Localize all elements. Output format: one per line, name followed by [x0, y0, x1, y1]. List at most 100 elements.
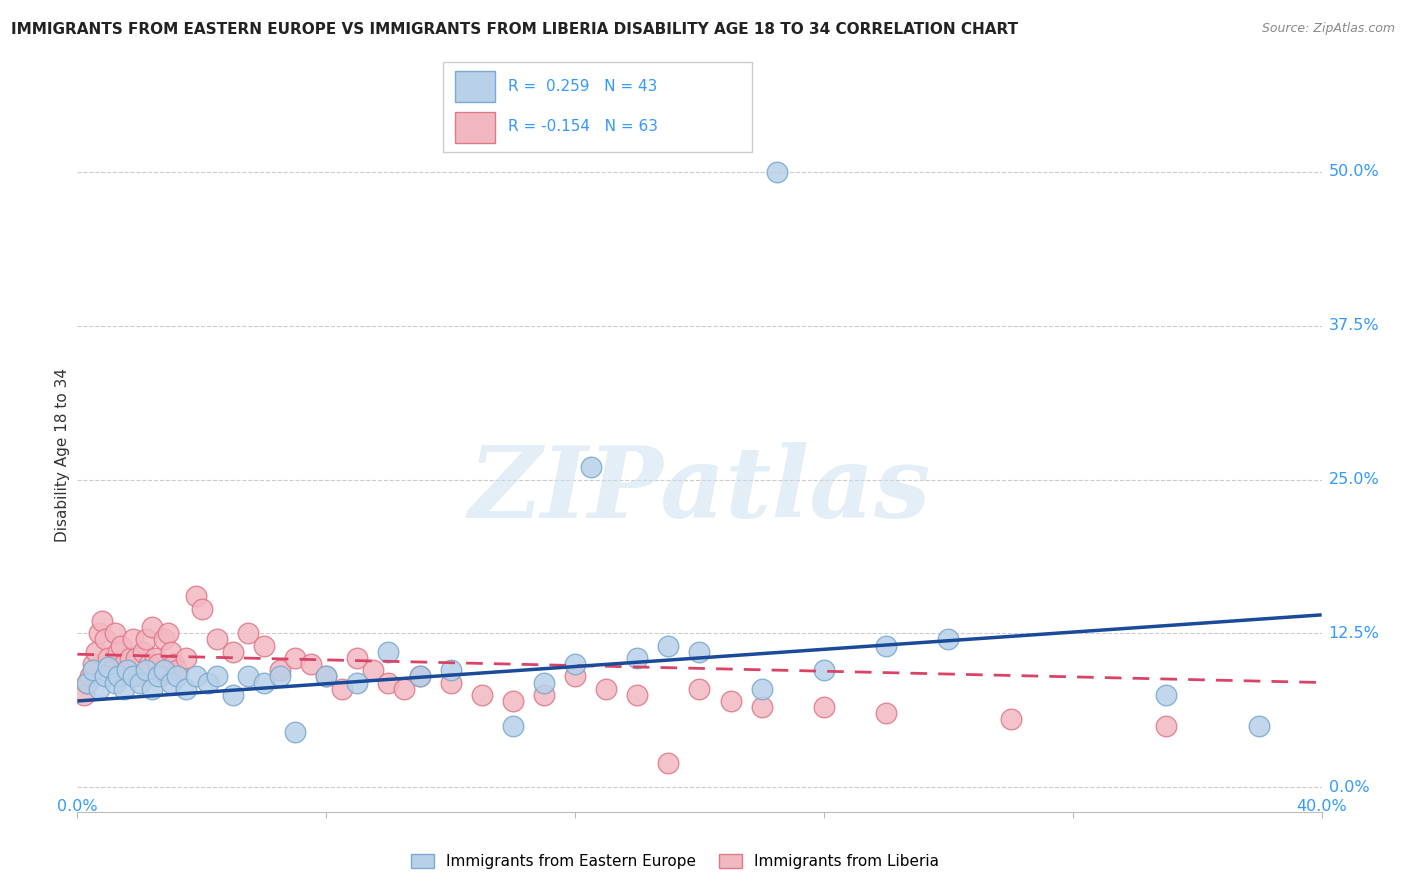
- Point: [91, 614, 114, 628]
- Point: [159, 645, 181, 659]
- FancyBboxPatch shape: [456, 112, 495, 143]
- Point: [299, 657, 322, 671]
- Point: [813, 700, 835, 714]
- Text: Source: ZipAtlas.com: Source: ZipAtlas.com: [1261, 22, 1395, 36]
- Point: [720, 694, 742, 708]
- Point: [361, 663, 384, 677]
- Point: [408, 669, 430, 683]
- Point: [564, 669, 586, 683]
- Point: [440, 663, 463, 677]
- Point: [184, 669, 207, 683]
- Point: [595, 681, 617, 696]
- Point: [626, 651, 648, 665]
- Point: [115, 663, 138, 677]
- Point: [120, 651, 142, 665]
- Point: [207, 669, 229, 683]
- Point: [156, 626, 179, 640]
- Point: [107, 669, 129, 683]
- Point: [150, 669, 173, 683]
- Point: [1154, 688, 1177, 702]
- Point: [87, 626, 110, 640]
- Point: [112, 681, 135, 696]
- Point: [197, 675, 219, 690]
- Text: 40.0%: 40.0%: [1296, 799, 1347, 814]
- Point: [330, 681, 353, 696]
- Point: [471, 688, 494, 702]
- Point: [159, 675, 181, 690]
- Point: [1000, 713, 1022, 727]
- Point: [875, 639, 897, 653]
- Point: [153, 632, 176, 647]
- Point: [315, 669, 337, 683]
- Point: [104, 626, 127, 640]
- Point: [222, 645, 245, 659]
- Point: [87, 681, 110, 696]
- Text: R =  0.259   N = 43: R = 0.259 N = 43: [508, 79, 657, 94]
- Text: ZIPatlas: ZIPatlas: [468, 442, 931, 539]
- Point: [253, 639, 276, 653]
- Point: [174, 651, 197, 665]
- Point: [110, 639, 132, 653]
- Point: [128, 669, 150, 683]
- Point: [125, 651, 148, 665]
- Point: [751, 700, 773, 714]
- Point: [128, 675, 150, 690]
- Point: [875, 706, 897, 721]
- Point: [143, 651, 166, 665]
- Point: [131, 645, 153, 659]
- Point: [284, 651, 307, 665]
- Point: [97, 651, 120, 665]
- Point: [166, 663, 188, 677]
- Point: [122, 632, 145, 647]
- Legend: Immigrants from Eastern Europe, Immigrants from Liberia: Immigrants from Eastern Europe, Immigran…: [405, 848, 945, 875]
- Point: [377, 675, 399, 690]
- Point: [148, 657, 170, 671]
- Point: [82, 663, 104, 677]
- Point: [1249, 718, 1271, 732]
- Point: [657, 639, 679, 653]
- Point: [122, 669, 145, 683]
- Y-axis label: Disability Age 18 to 34: Disability Age 18 to 34: [55, 368, 70, 542]
- Point: [813, 663, 835, 677]
- Point: [377, 645, 399, 659]
- Point: [76, 675, 98, 690]
- FancyBboxPatch shape: [443, 62, 752, 152]
- Text: 0.0%: 0.0%: [58, 799, 97, 814]
- Text: 50.0%: 50.0%: [1329, 164, 1379, 179]
- Point: [76, 675, 98, 690]
- Point: [502, 694, 524, 708]
- Text: R = -0.154   N = 63: R = -0.154 N = 63: [508, 120, 658, 134]
- Point: [392, 681, 415, 696]
- Point: [100, 663, 122, 677]
- Point: [689, 681, 711, 696]
- Point: [166, 669, 188, 683]
- Point: [564, 657, 586, 671]
- Text: IMMIGRANTS FROM EASTERN EUROPE VS IMMIGRANTS FROM LIBERIA DISABILITY AGE 18 TO 3: IMMIGRANTS FROM EASTERN EUROPE VS IMMIGR…: [11, 22, 1018, 37]
- Point: [346, 651, 368, 665]
- Point: [238, 626, 260, 640]
- Point: [222, 688, 245, 702]
- Point: [284, 724, 307, 739]
- Point: [184, 590, 207, 604]
- Point: [138, 657, 160, 671]
- Point: [751, 681, 773, 696]
- Point: [141, 681, 163, 696]
- Point: [82, 657, 104, 671]
- Point: [346, 675, 368, 690]
- Point: [207, 632, 229, 647]
- Point: [191, 601, 214, 615]
- Point: [766, 165, 789, 179]
- Point: [1154, 718, 1177, 732]
- Point: [315, 669, 337, 683]
- Text: 12.5%: 12.5%: [1329, 626, 1379, 640]
- Point: [174, 681, 197, 696]
- Point: [141, 620, 163, 634]
- Text: 37.5%: 37.5%: [1329, 318, 1379, 334]
- Point: [579, 460, 602, 475]
- Point: [112, 657, 135, 671]
- Point: [84, 645, 107, 659]
- Point: [533, 675, 555, 690]
- Point: [689, 645, 711, 659]
- Point: [107, 645, 129, 659]
- Point: [115, 663, 138, 677]
